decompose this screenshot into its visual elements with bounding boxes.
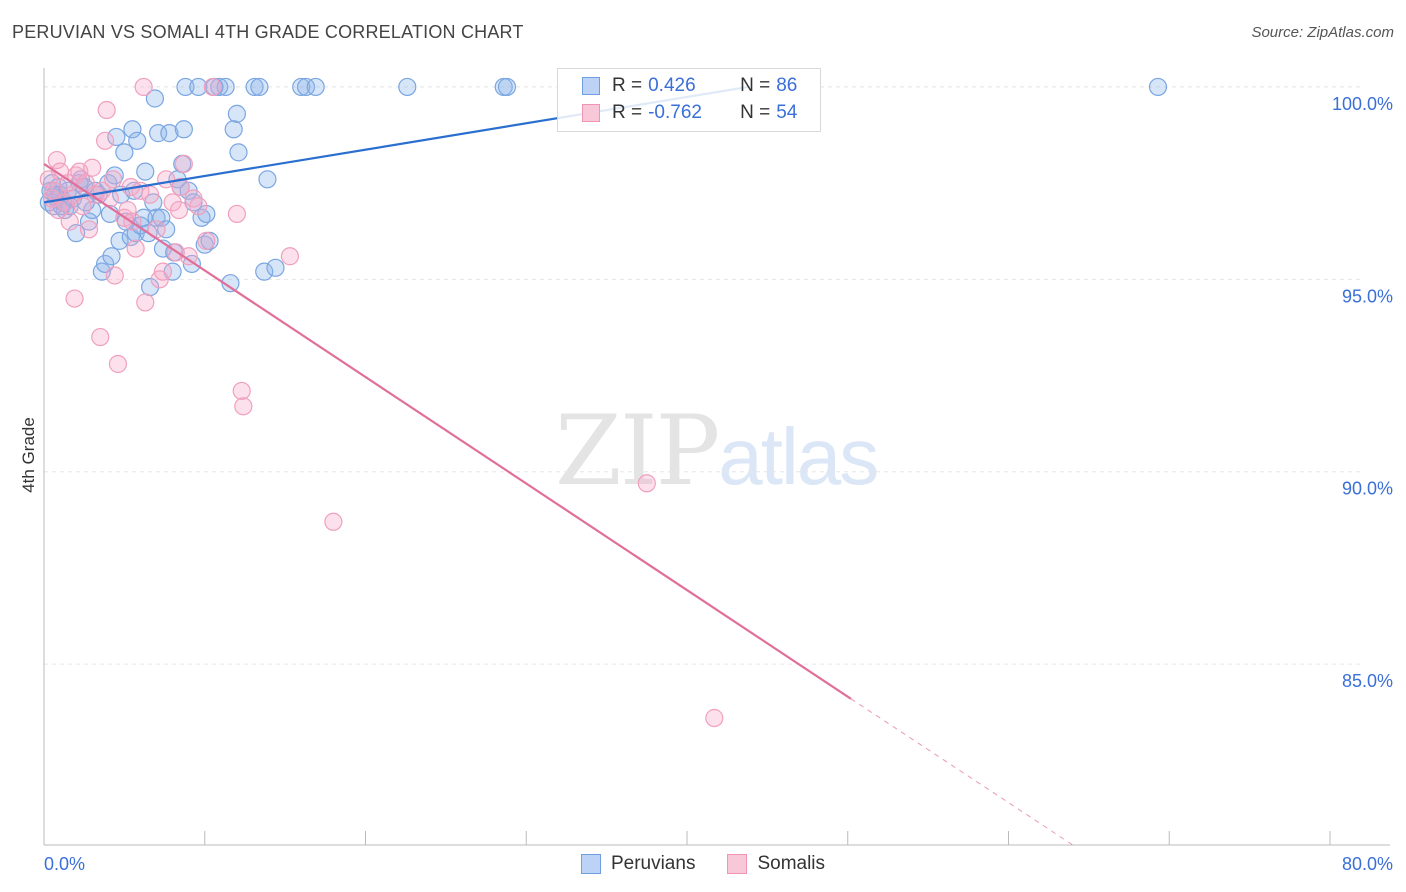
legend-item-somalis[interactable]: Somalis xyxy=(727,853,825,875)
y-tick-label: 85.0% xyxy=(1342,671,1393,691)
peruvian-point xyxy=(258,170,277,189)
peruvian-point xyxy=(189,77,208,97)
peruvian-point xyxy=(210,77,229,97)
somali-point xyxy=(140,185,160,204)
peruvian-point xyxy=(157,220,176,239)
somali-point xyxy=(97,100,116,120)
somali-point xyxy=(232,381,251,401)
somalis-trend-extension xyxy=(850,698,1074,846)
somali-point xyxy=(189,197,208,216)
peruvian-point xyxy=(250,77,269,97)
peruvian-point xyxy=(296,77,316,97)
peruvians-r-label: R = xyxy=(612,75,643,96)
somali-point xyxy=(47,150,66,170)
somalis-swatch xyxy=(582,104,600,122)
source-label: Source: ZipAtlas.com xyxy=(1251,24,1394,41)
somali-point xyxy=(60,212,79,231)
peruvian-point xyxy=(145,89,165,108)
peruvian-point xyxy=(110,231,129,250)
somali-point xyxy=(104,170,123,189)
somali-point xyxy=(65,289,84,308)
somalis-legend-label: Somalis xyxy=(757,853,826,874)
somali-point xyxy=(79,220,99,239)
somali-point xyxy=(171,177,190,197)
peruvians-legend-label: Peruvians xyxy=(610,853,696,874)
legend-row-peruvians: R = 0.426 N = 86 xyxy=(582,73,797,99)
peruvian-point xyxy=(266,258,285,277)
peruvians-swatch xyxy=(582,77,600,95)
peruvian-point xyxy=(79,212,99,231)
somali-point xyxy=(73,197,92,216)
peruvian-point xyxy=(221,274,240,293)
somali-point xyxy=(179,247,198,266)
somali-point xyxy=(637,474,656,493)
peruvians-n-label: N = xyxy=(740,75,771,96)
peruvian-point xyxy=(176,77,195,97)
series-legend: Peruvians Somalis xyxy=(0,852,1406,876)
peruvian-point xyxy=(152,208,171,227)
watermark-zip: ZIP xyxy=(555,395,720,507)
somali-point xyxy=(126,239,145,258)
somali-point xyxy=(44,181,63,200)
legend-row-somalis: R = -0.762 N = 54 xyxy=(582,100,797,126)
peruvian-point xyxy=(224,120,243,139)
somalis-r-value: -0.762 xyxy=(648,102,702,123)
peruvian-point xyxy=(160,124,179,143)
y-tick-label: 100.0% xyxy=(1332,94,1393,114)
somali-point xyxy=(95,131,115,150)
peruvian-point xyxy=(1148,77,1168,97)
peruvian-point xyxy=(255,262,274,281)
chart-title: PERUVIAN VS SOMALI 4TH GRADE CORRELATION… xyxy=(12,22,524,42)
somali-point xyxy=(136,293,155,312)
somalis-trend-line xyxy=(43,162,852,700)
somali-point xyxy=(197,231,216,250)
somali-point xyxy=(280,247,300,266)
somali-point xyxy=(705,708,724,728)
somalis-n-label: N = xyxy=(740,102,771,123)
watermark-atlas: atlas xyxy=(718,412,879,501)
somali-point xyxy=(108,354,128,374)
x-tick-label-max: 80.0% xyxy=(1342,854,1393,874)
y-tick-label: 90.0% xyxy=(1342,479,1393,499)
y-tick-label: 95.0% xyxy=(1342,286,1393,306)
peruvian-point xyxy=(245,77,264,97)
peruvian-point xyxy=(115,143,134,162)
watermark: ZIPatlas xyxy=(555,395,879,507)
somali-point xyxy=(174,154,193,173)
somali-point xyxy=(83,158,102,177)
peruvian-point xyxy=(229,143,248,162)
peruvian-point xyxy=(174,120,193,139)
somali-point xyxy=(234,397,253,416)
x-tick-label-min: 0.0% xyxy=(44,854,85,874)
somali-point xyxy=(153,262,173,281)
somali-point xyxy=(105,266,124,285)
peruvian-point xyxy=(227,104,246,123)
somali-point xyxy=(324,512,343,531)
peruvian-point xyxy=(107,127,126,147)
peruvian-point xyxy=(398,77,417,97)
peruvians-n-value: 86 xyxy=(776,75,798,96)
somali-point xyxy=(91,327,110,347)
legend-item-peruvians[interactable]: Peruvians xyxy=(580,853,696,875)
somali-point xyxy=(203,77,222,97)
peruvian-point xyxy=(497,77,517,97)
stats-legend: R = 0.426 N = 86 R = -0.762 N = 54 xyxy=(557,68,821,132)
somali-point xyxy=(227,204,246,224)
somalis-r-label: R = xyxy=(612,102,643,123)
peruvians-legend-swatch xyxy=(580,854,601,874)
peruvian-point xyxy=(292,77,311,97)
peruvian-point xyxy=(136,162,155,181)
somali-point xyxy=(134,77,153,97)
somali-point xyxy=(169,200,189,220)
y-axis-label: 4th Grade xyxy=(19,417,38,493)
peruvian-point xyxy=(128,131,147,150)
peruvians-r-value: 0.426 xyxy=(648,75,696,96)
peruvian-point xyxy=(123,120,142,139)
peruvian-point xyxy=(102,247,121,266)
peruvian-point xyxy=(306,77,325,97)
somalis-n-value: 54 xyxy=(776,102,798,123)
somalis-legend-swatch xyxy=(727,854,748,874)
